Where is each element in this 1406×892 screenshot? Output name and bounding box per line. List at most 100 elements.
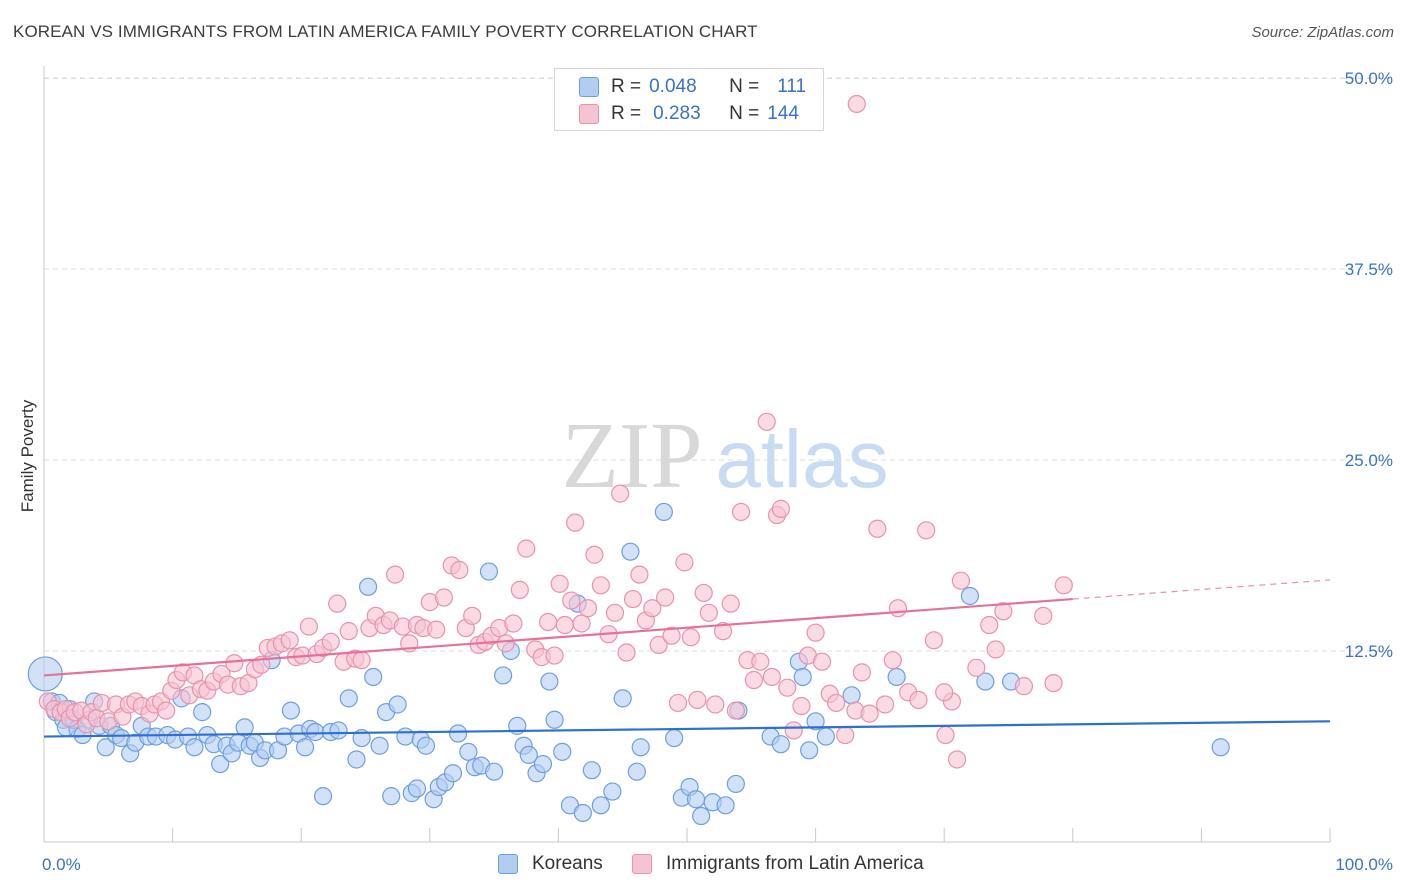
- data-points: [27, 94, 1230, 826]
- trend-line-latin-america: [43, 597, 1073, 677]
- latin-america-point: [875, 695, 895, 714]
- series-legend: Koreans Immigrants from Latin America: [0, 851, 1406, 879]
- korean-point: [358, 577, 378, 596]
- korean-point: [485, 762, 504, 781]
- y-tick-label: 12.5%: [1345, 642, 1393, 661]
- latin-america-point: [836, 725, 855, 745]
- korean-point: [185, 738, 204, 757]
- trend-extension-latin-america: [1072, 579, 1331, 600]
- latin-america-point: [860, 704, 879, 723]
- korean-point: [211, 754, 230, 774]
- latin-america-point: [225, 654, 244, 673]
- korean-point: [976, 672, 995, 691]
- y-tick-label: 50.0%: [1345, 69, 1393, 88]
- legend-label-latin-america: Immigrants from Latin America: [666, 853, 924, 874]
- korean-point: [533, 754, 553, 774]
- latin-america-point: [936, 725, 955, 745]
- korean-point: [665, 728, 684, 748]
- korean-point: [806, 712, 825, 731]
- legend-item-koreans[interactable]: Koreans: [498, 853, 603, 875]
- legend-swatch-latin-america: [632, 854, 652, 874]
- latin-america-point: [1044, 673, 1063, 693]
- korean-point: [553, 742, 572, 761]
- latin-america-point: [157, 701, 176, 720]
- latin-america-point: [662, 626, 681, 645]
- latin-america-point: [434, 588, 454, 607]
- legend-n-label: N =: [729, 76, 760, 97]
- korean-point: [960, 586, 980, 606]
- latin-america-point: [888, 599, 908, 618]
- watermark-atlas: atlas: [715, 414, 888, 505]
- latin-america-point: [806, 623, 825, 642]
- korean-point: [364, 667, 383, 687]
- source-credit[interactable]: Source: ZipAtlas.com: [1251, 24, 1394, 41]
- latin-america-point: [951, 571, 971, 590]
- latin-america-point: [280, 631, 299, 650]
- latin-america-point: [572, 614, 591, 633]
- korean-point: [692, 806, 711, 826]
- legend-item-latin-america[interactable]: Immigrants from Latin America: [632, 853, 924, 875]
- latin-america-point: [656, 588, 675, 607]
- latin-america-point: [924, 631, 944, 650]
- korean-point: [347, 750, 366, 769]
- latin-america-point: [726, 701, 745, 720]
- latin-america-point: [675, 553, 694, 572]
- latin-america-point: [917, 521, 936, 540]
- korean-point: [382, 787, 401, 806]
- trend-line-koreans: [43, 720, 1331, 738]
- latin-america-point: [706, 695, 725, 714]
- korean-point: [793, 667, 812, 687]
- korean-point: [281, 701, 301, 720]
- latin-america-point: [883, 651, 902, 670]
- x-tick-label: 0.0%: [42, 855, 81, 874]
- trend-lines: [43, 579, 1331, 738]
- korean-point: [771, 735, 790, 754]
- legend-row-latin-america[interactable]: R = 0.283 N = 144: [555, 101, 799, 127]
- korean-point: [96, 738, 115, 757]
- legend-row-koreans[interactable]: R = 0.048 N = 111: [555, 74, 806, 100]
- legend-swatch-latin-america: [579, 104, 599, 124]
- y-axis-label: Family Poverty: [18, 399, 37, 513]
- latin-america-point: [731, 502, 751, 522]
- latin-america-point: [352, 651, 371, 670]
- latin-america-point: [566, 513, 585, 532]
- latin-america-point: [545, 646, 564, 665]
- latin-america-point: [385, 565, 405, 584]
- korean-point: [573, 803, 592, 823]
- korean-point: [603, 782, 622, 801]
- latin-america-point: [623, 589, 643, 609]
- korean-point: [459, 742, 478, 761]
- korean-point: [816, 727, 835, 746]
- korean-point: [621, 542, 640, 561]
- latin-america-point: [694, 583, 713, 603]
- latin-america-point: [643, 599, 662, 618]
- latin-america-point: [980, 615, 999, 635]
- x-tick-label: 100.0%: [1335, 855, 1393, 874]
- latin-america-point: [771, 499, 790, 518]
- latin-america-point: [649, 635, 668, 654]
- legend-swatch-koreans: [579, 77, 599, 97]
- legend-label-koreans: Koreans: [532, 853, 603, 874]
- korean-point: [416, 736, 436, 755]
- latin-america-point: [450, 560, 469, 580]
- korean-point: [494, 666, 513, 685]
- watermark-logo: ZIP atlas: [562, 404, 889, 508]
- legend-n-value: 144: [767, 103, 799, 124]
- latin-america-point: [751, 652, 770, 671]
- latin-america-point: [994, 602, 1013, 621]
- korean-point: [842, 686, 861, 705]
- korean-point: [540, 672, 559, 691]
- latin-america-point: [681, 628, 700, 647]
- latin-america-point: [792, 696, 811, 716]
- latin-america-point: [1014, 677, 1034, 696]
- korean-point: [519, 745, 538, 765]
- latin-america-point: [550, 574, 569, 593]
- latin-america-point: [1054, 576, 1073, 595]
- latin-america-point: [744, 670, 763, 690]
- latin-america-point: [909, 690, 928, 709]
- latin-america-point: [688, 690, 707, 709]
- chart-title: KOREAN VS IMMIGRANTS FROM LATIN AMERICA …: [13, 22, 758, 41]
- korean-point: [443, 764, 463, 783]
- korean-point: [800, 741, 819, 760]
- korean-point: [388, 695, 407, 714]
